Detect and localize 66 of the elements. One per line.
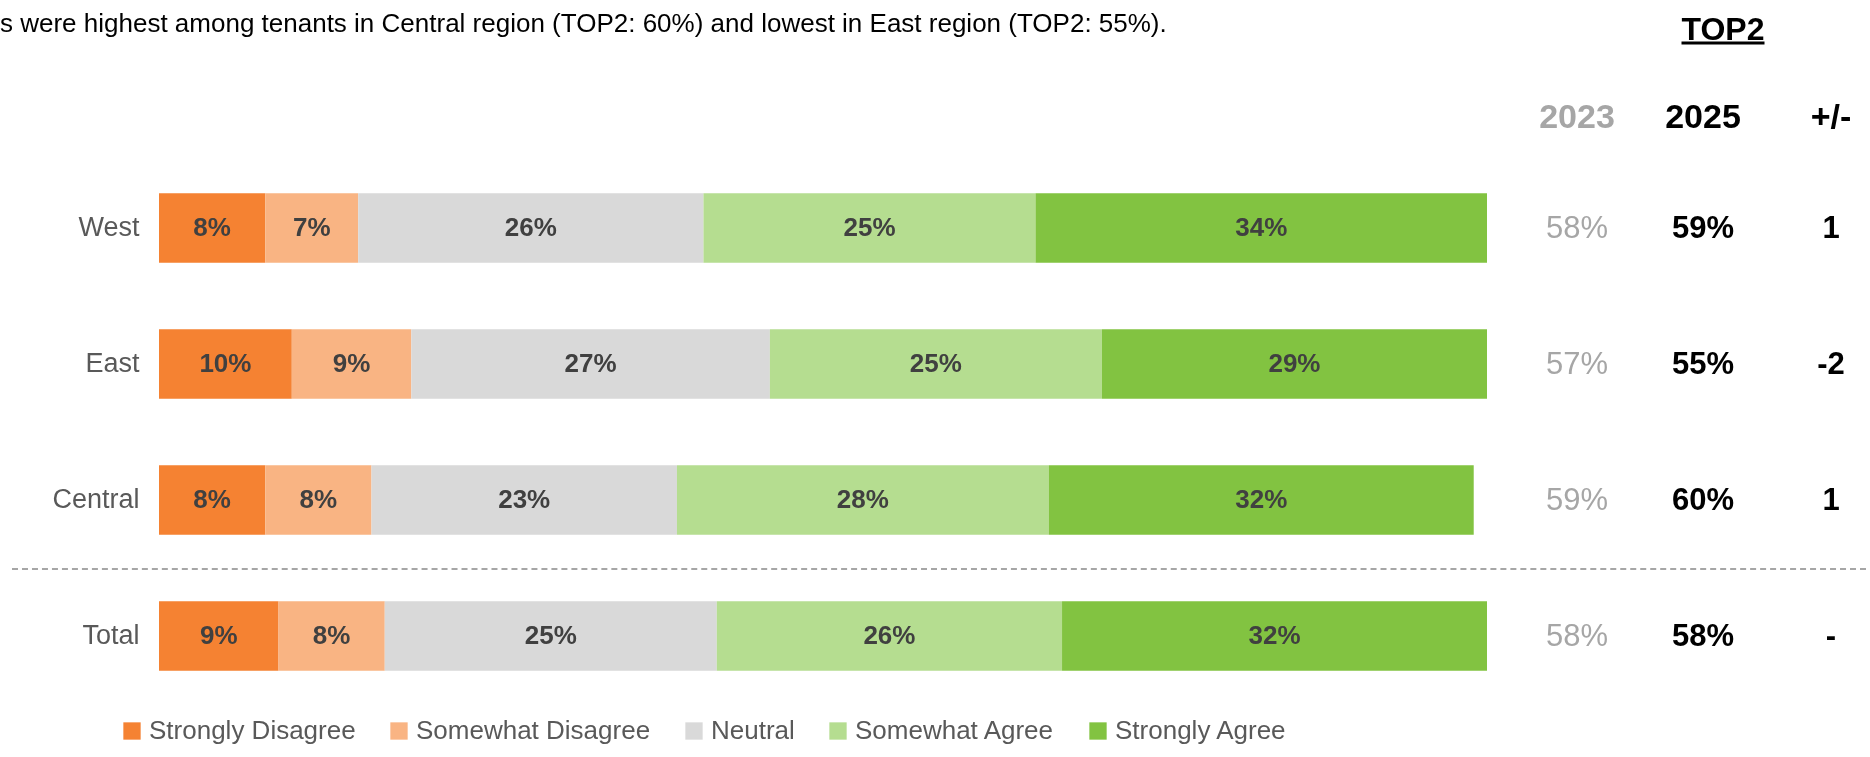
data-label: 26% xyxy=(863,620,916,650)
text: 59% xyxy=(1671,210,1735,245)
text: 57% xyxy=(1545,346,1609,381)
legend-label: Neutral xyxy=(711,715,795,745)
data-label: 8% xyxy=(299,484,338,514)
data-label: 10% xyxy=(199,348,252,378)
bar xyxy=(159,193,266,263)
legend-label: Strongly Disagree xyxy=(149,715,356,745)
data-label: 32% xyxy=(1248,620,1301,650)
bar xyxy=(1101,329,1487,399)
bar xyxy=(716,601,1063,671)
data-label: 25% xyxy=(909,348,962,378)
bar xyxy=(769,329,1102,399)
text: -2 xyxy=(1817,346,1845,381)
text: 58% xyxy=(1545,210,1609,245)
text: - xyxy=(1825,618,1837,653)
data-label: 8% xyxy=(312,620,351,650)
text: 59% xyxy=(1545,482,1609,517)
bar xyxy=(1062,601,1487,671)
chart-subtitle: s were highest among tenants in Central region (TOP2: 60%) and lowest in East region (TOP2: 55%). xyxy=(0,8,1167,39)
data-label: 32% xyxy=(1235,484,1288,514)
category-label: 2023 xyxy=(1539,96,1615,136)
bar xyxy=(159,601,279,671)
bar xyxy=(1035,193,1487,263)
bar xyxy=(1048,465,1474,535)
bar xyxy=(676,465,1049,535)
bar xyxy=(159,329,292,399)
bar xyxy=(411,329,770,399)
text: 1 xyxy=(1822,210,1840,245)
legend-label: Strongly Agree xyxy=(1115,715,1286,745)
text: 58% xyxy=(1545,618,1609,653)
bar xyxy=(384,601,717,671)
data-label: 8% xyxy=(193,212,231,242)
data-label: 8% xyxy=(193,484,231,514)
text: 1 xyxy=(1822,482,1840,517)
data-label: 25% xyxy=(524,620,577,650)
bar xyxy=(278,601,385,671)
data-label: 29% xyxy=(1268,348,1321,378)
legend-label: Somewhat Disagree xyxy=(416,715,651,745)
y-tick-label: Central xyxy=(52,484,140,514)
bar xyxy=(371,465,677,535)
legend-label: Somewhat Agree xyxy=(855,715,1054,745)
category-label: 2025 xyxy=(1665,96,1741,136)
bar xyxy=(358,193,704,263)
text: 55% xyxy=(1671,346,1735,381)
data-label: 7% xyxy=(292,212,331,242)
data-label: 25% xyxy=(843,212,896,242)
bar xyxy=(265,465,372,535)
category-label: +/- xyxy=(1810,96,1852,136)
y-tick-label: East xyxy=(85,348,140,378)
data-label: 34% xyxy=(1235,212,1288,242)
y-tick-label: Total xyxy=(82,620,140,650)
bar xyxy=(703,193,1036,263)
data-label: 28% xyxy=(836,484,889,514)
data-label: 9% xyxy=(332,348,371,378)
y-tick-label: West xyxy=(78,212,140,242)
data-label: 27% xyxy=(564,348,617,378)
data-label: 26% xyxy=(504,212,557,242)
data-label: 23% xyxy=(498,484,551,514)
bar xyxy=(159,465,266,535)
bar xyxy=(291,329,412,399)
text: 60% xyxy=(1671,482,1735,517)
bar xyxy=(265,193,359,263)
text: TOP2 xyxy=(1681,10,1765,48)
text: 58% xyxy=(1671,618,1735,653)
data-label: 9% xyxy=(199,620,238,650)
